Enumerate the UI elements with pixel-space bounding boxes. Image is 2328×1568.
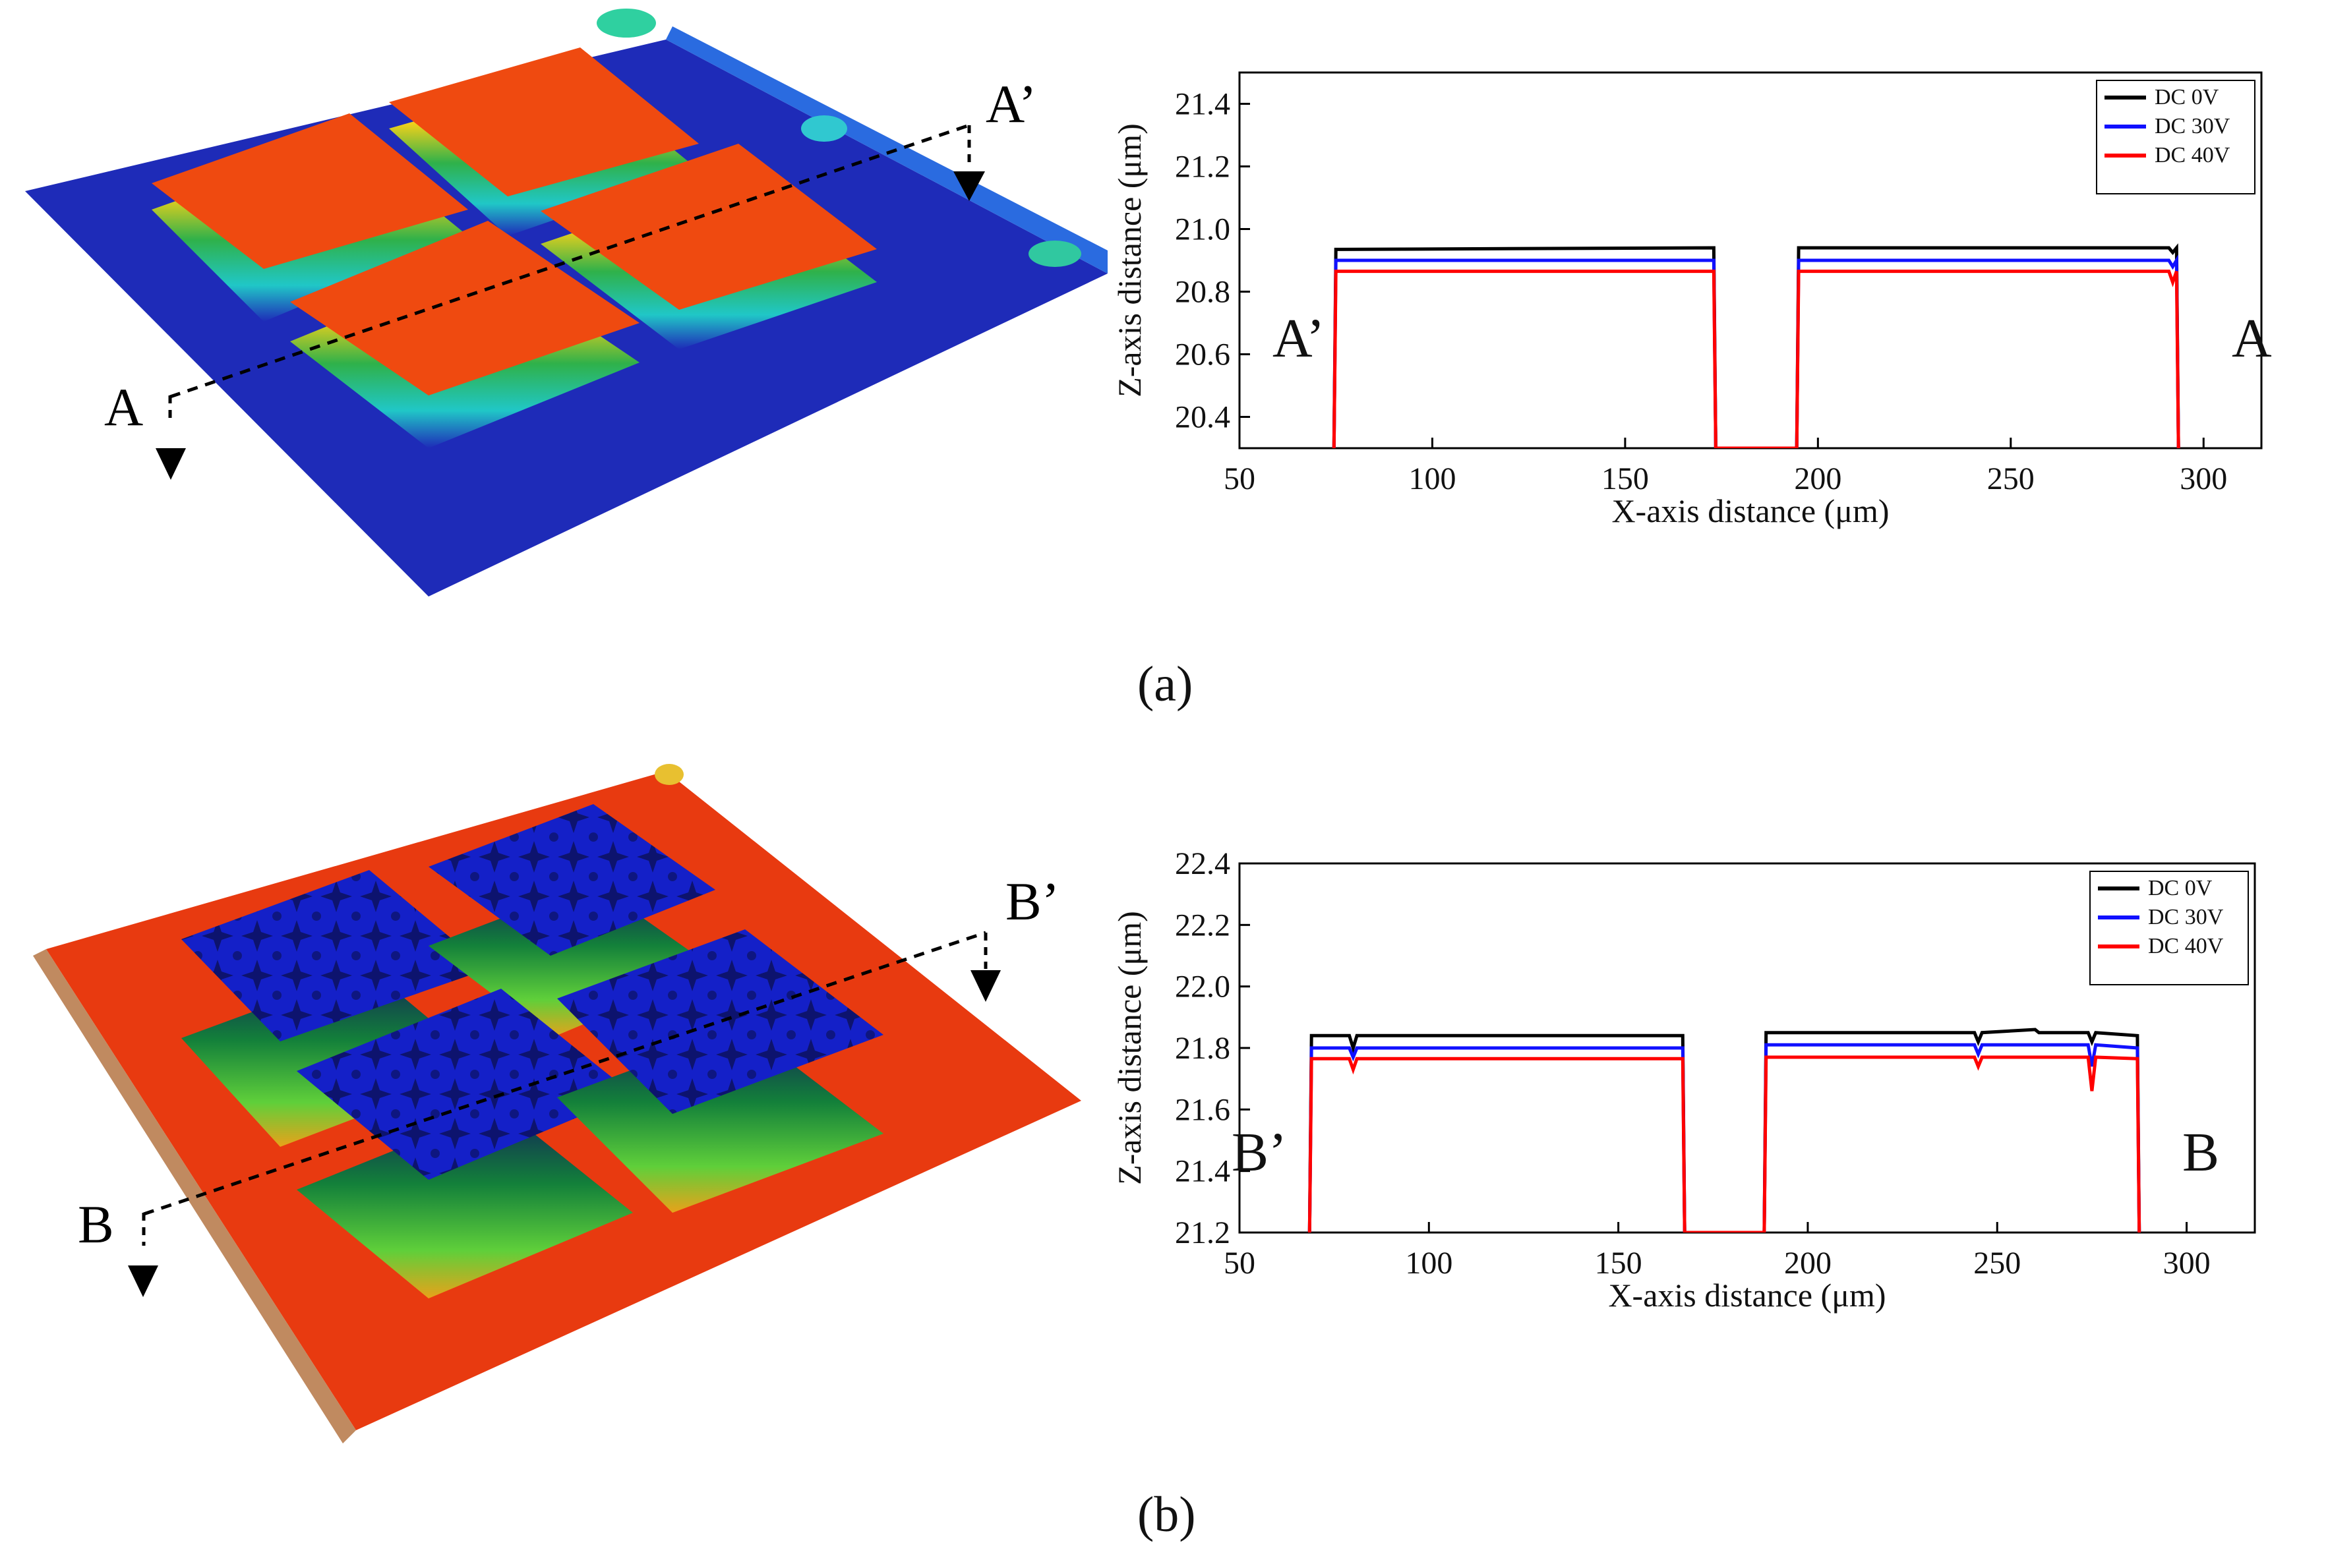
chart-end-label-b: B [2182, 1122, 2220, 1183]
legend-entry: DC 40V [2155, 143, 2230, 167]
series-line-dc-0v [1307, 1028, 2141, 1233]
panel-label-b: (b) [1137, 1487, 1196, 1542]
y-tick-label: 21.6 [1175, 1092, 1230, 1127]
y-tick-label: 21.4 [1175, 1154, 1230, 1189]
y-tick-label: 20.8 [1175, 275, 1230, 310]
y-axis-label: Z-axis distance (μm) [1111, 911, 1148, 1185]
panel-label-a: (a) [1137, 656, 1193, 712]
series-line-dc-30v [1332, 254, 2180, 448]
arrow-down-icon [970, 970, 1001, 1002]
x-tick-label: 50 [1224, 1246, 1255, 1281]
x-axis-label: X-axis distance (μm) [1608, 1277, 1886, 1314]
x-tick-label: 200 [1794, 461, 1841, 496]
pad-a-3 [290, 221, 640, 448]
section-start-label-b: B [78, 1194, 114, 1254]
corner-bump-b [655, 764, 684, 785]
legend-entry: DC 0V [2155, 85, 2219, 109]
x-tick-label: 200 [1784, 1246, 1832, 1281]
x-tick-label: 150 [1595, 1246, 1642, 1281]
x-tick-label: 300 [2180, 461, 2227, 496]
y-tick-label: 21.2 [1175, 150, 1230, 185]
x-axis-label: X-axis distance (μm) [1611, 492, 1889, 529]
x-tick-label: 100 [1408, 461, 1456, 496]
y-tick-label: 22.0 [1175, 970, 1230, 1004]
edge-bump-a [1029, 241, 1081, 267]
substrate-highlight-a [666, 26, 1108, 274]
y-tick-label: 21.2 [1175, 1215, 1230, 1250]
series-group [1307, 1028, 2141, 1233]
x-tick-label: 300 [2163, 1246, 2211, 1281]
profile-chart-a: 50 100 150 200 250 300 20.4 20.6 20.8 21.0 21.2 21.… [1111, 71, 2263, 529]
x-tick-label: 250 [1987, 461, 2035, 496]
x-tick-label: 250 [1973, 1246, 2021, 1281]
legend-entry: DC 40V [2148, 934, 2224, 958]
side-bump-a [801, 115, 847, 142]
pad-a-4 [541, 144, 877, 349]
series-line-dc-40v [1332, 270, 2180, 448]
pad-b-3 [297, 989, 633, 1298]
surface-image-a: A A’ [25, 9, 1108, 596]
chart-start-label-a: A’ [1272, 308, 1325, 369]
chart-start-label-b: B’ [1232, 1122, 1287, 1183]
profile-chart-b: 50 100 150 200 250 300 21.2 21.4 21.6 21.8 22.0 22.… [1111, 846, 2256, 1314]
legend-entry: DC 0V [2148, 876, 2213, 900]
pad-b-4 [557, 929, 883, 1213]
arrow-down-icon [128, 1265, 158, 1297]
corner-bump-a [597, 9, 656, 38]
series-group [1332, 243, 2180, 448]
substrate-shadow-b [33, 949, 356, 1443]
y-tick-label: 21.4 [1175, 87, 1230, 122]
series-line-dc-0v [1332, 243, 2180, 448]
arrow-down-icon [953, 171, 985, 201]
x-tick-label: 150 [1601, 461, 1649, 496]
x-tick-label: 50 [1224, 461, 1255, 496]
section-end-label-b: B’ [1005, 871, 1060, 931]
series-line-dc-40v [1307, 1055, 2141, 1233]
legend-entry: DC 30V [2148, 905, 2224, 929]
arrow-down-icon [156, 448, 186, 480]
surface-image-b: B B’ [33, 764, 1081, 1443]
y-tick-label: 20.6 [1175, 337, 1230, 372]
pad-a-1 [152, 113, 468, 322]
legend-entry: DC 30V [2155, 114, 2230, 138]
section-start-label-a: A [104, 377, 143, 437]
y-tick-label: 21.8 [1175, 1031, 1230, 1066]
series-line-dc-30v [1307, 1043, 2141, 1233]
x-tick-label: 100 [1405, 1246, 1452, 1281]
y-tick-label: 22.4 [1175, 846, 1230, 881]
chart-end-label-a: A [2232, 308, 2272, 369]
y-tick-label: 22.2 [1175, 908, 1230, 943]
section-end-label-a: A’ [986, 74, 1036, 134]
section-line-b-main [143, 931, 986, 1216]
y-tick-label: 20.4 [1175, 400, 1230, 435]
y-axis-label: Z-axis distance (μm) [1111, 123, 1148, 397]
section-line-a-main [169, 123, 970, 399]
y-tick-label: 21.0 [1175, 212, 1230, 247]
